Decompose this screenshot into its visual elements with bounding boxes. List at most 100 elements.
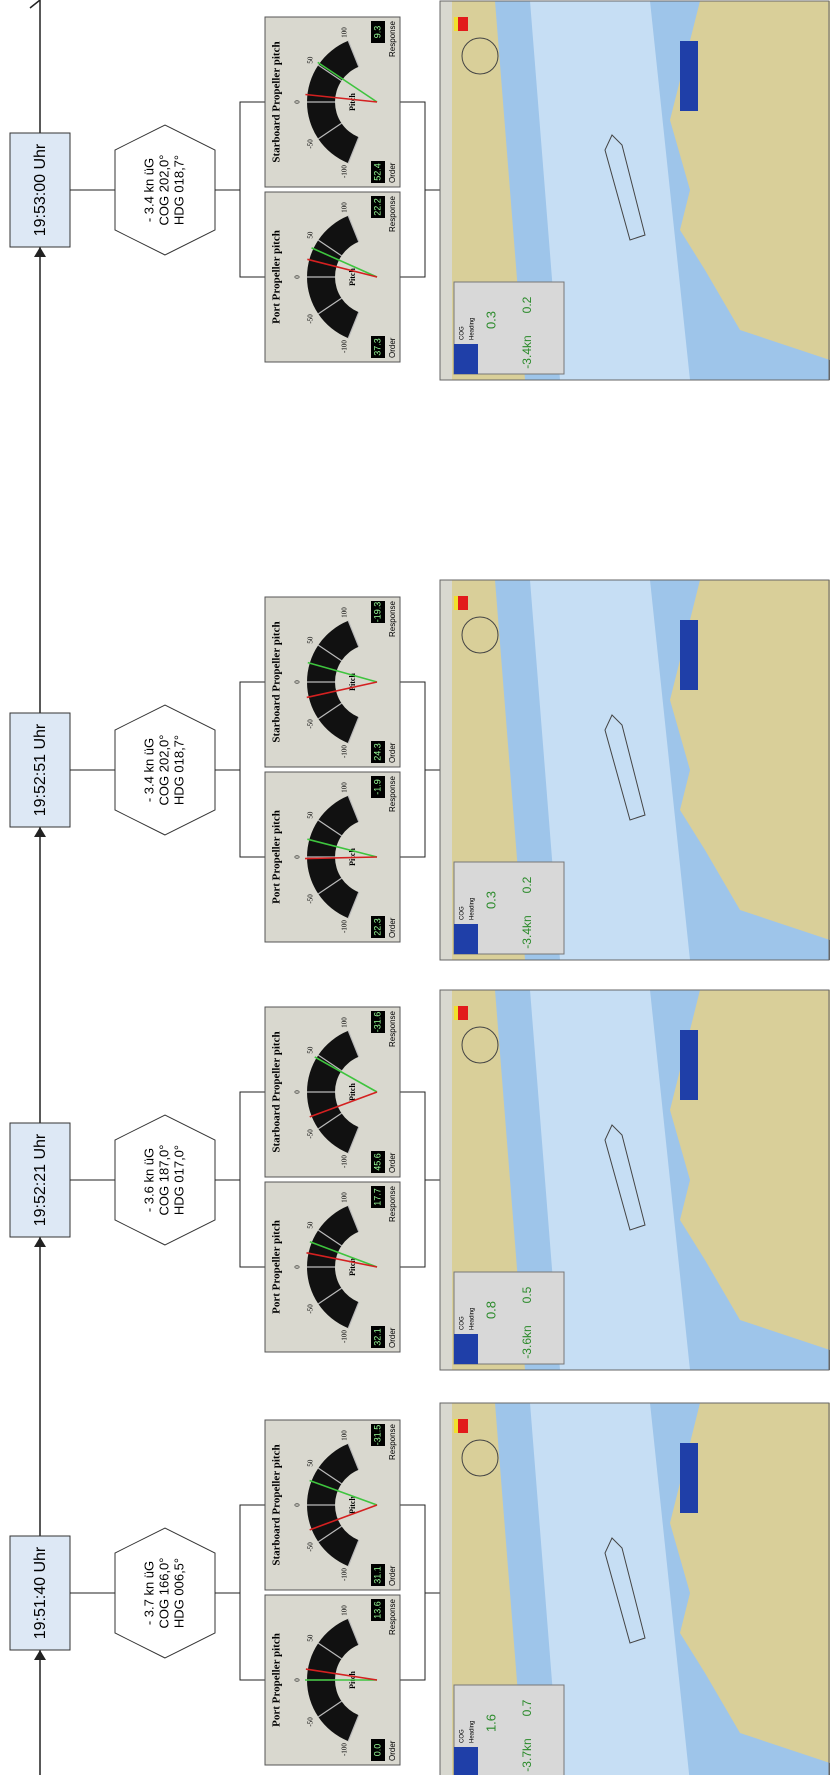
timeline-diagram: 19:51:40 Uhr- 3.7 kn üGCOG 166,0°HDG 006…	[10, 0, 830, 1775]
gauge-scale-label: 0	[294, 1265, 302, 1269]
gauge-scale-label: 100	[341, 1430, 349, 1441]
panel-label: COG	[460, 1729, 466, 1743]
rate-value: 0.3	[483, 311, 498, 329]
map: COGHeading0.3-3.4kn0.2	[440, 580, 830, 960]
top-bar	[440, 1403, 452, 1775]
gauge-center-label: Pitch	[348, 1496, 357, 1514]
info-box	[680, 41, 698, 111]
response-value: 9.3	[372, 26, 382, 39]
gauge-scale-label: -100	[341, 165, 349, 178]
gauge-title: Starboard Propeller pitch	[271, 1031, 283, 1152]
gauge-title: Starboard Propeller pitch	[271, 41, 283, 162]
response-value: 13.6	[372, 1601, 382, 1619]
gauge-scale-label: 50	[306, 1221, 314, 1229]
timeline-arrow	[34, 827, 46, 837]
gauge-scale-label: 50	[306, 1046, 314, 1054]
chart-screenshot: COGHeading0.8-3.6kn0.5	[440, 990, 830, 1370]
response-value: -31.6	[372, 1012, 382, 1033]
gauge-scale-label: -50	[306, 139, 314, 149]
gauge-scale-label: 50	[306, 1459, 314, 1467]
state-line: HDG 017,0°	[171, 1145, 186, 1215]
gauge-scale-label: 100	[341, 1017, 349, 1028]
order-value: 52.4	[372, 163, 382, 181]
gauge-scale-label: -100	[341, 1330, 349, 1343]
panel-label: Heading	[470, 1721, 476, 1743]
gauge-scale-label: 0	[294, 855, 302, 859]
response-value: -19.3	[372, 602, 382, 623]
bracket-top	[240, 682, 265, 857]
drift-value: 0.7	[520, 1699, 534, 1716]
gauge-title: Port Propeller pitch	[271, 810, 283, 904]
gauge-scale-label: 50	[306, 1634, 314, 1642]
alarm-2	[454, 1419, 458, 1433]
gauge-scale-label: 50	[306, 56, 314, 64]
speed-value: -3.7kn	[520, 1738, 534, 1771]
rate-value: 0.8	[483, 1301, 498, 1319]
bracket-bottom	[400, 102, 440, 277]
time-label: 19:51:40 Uhr	[32, 1546, 49, 1639]
gauge-scale-label: -50	[306, 314, 314, 324]
state-line: - 3.6 kn üG	[141, 1148, 156, 1212]
response-label: Response	[388, 1598, 397, 1635]
bracket-top	[240, 102, 265, 277]
state-line: HDG 018,7°	[171, 735, 186, 805]
panel-label: Heading	[470, 898, 476, 920]
top-bar	[440, 580, 452, 960]
state-line: COG 202,0°	[156, 735, 171, 806]
gauge-scale-label: 100	[341, 782, 349, 793]
diagram: 19:51:40 Uhr- 3.7 kn üGCOG 166,0°HDG 006…	[0, 0, 830, 1775]
order-label: Order	[388, 1565, 397, 1586]
panel-label: COG	[460, 1316, 466, 1330]
order-value: 45.6	[372, 1153, 382, 1171]
gauge-scale-label: -100	[341, 920, 349, 933]
time-label: 19:52:51 Uhr	[32, 723, 49, 816]
state-line: HDG 018,7°	[171, 155, 186, 225]
timeline-arrow	[34, 1237, 46, 1247]
gauge-scale-label: 0	[294, 275, 302, 279]
gauge-scale-label: -100	[341, 1568, 349, 1581]
response-label: Response	[388, 600, 397, 637]
propeller-gauge: Starboard Propeller pitch-100-50050100Pi…	[265, 597, 400, 767]
map: COGHeading0.8-3.6kn0.5	[440, 990, 830, 1370]
gauge-scale-label: -50	[306, 719, 314, 729]
top-bar	[440, 990, 452, 1370]
order-value: 32.1	[372, 1328, 382, 1346]
panel-header	[454, 344, 478, 374]
state-line: HDG 006,5°	[171, 1558, 186, 1628]
response-value: 17.7	[372, 1188, 382, 1206]
gauge-scale-label: 0	[294, 680, 302, 684]
alarm-2	[454, 596, 458, 610]
gauge-title: Port Propeller pitch	[271, 1220, 283, 1314]
response-value: -1.9	[372, 779, 382, 795]
state-line: - 3.4 kn üG	[141, 158, 156, 222]
gauge-scale-label: -100	[341, 745, 349, 758]
gauge-center-label: Pitch	[348, 1258, 357, 1276]
gauge-scale-label: -100	[341, 340, 349, 353]
propeller-gauge: Port Propeller pitch-100-50050100Pitch22…	[265, 772, 400, 942]
propeller-gauge: Starboard Propeller pitch-100-50050100Pi…	[265, 1007, 400, 1177]
drift-value: 0.2	[520, 876, 534, 893]
gauge-scale-label: 0	[294, 100, 302, 104]
alarm-2	[454, 17, 458, 31]
response-label: Response	[388, 1185, 397, 1222]
response-label: Response	[388, 20, 397, 57]
gauge-scale-label: 50	[306, 811, 314, 819]
alarm-2	[454, 1006, 458, 1020]
panel-label: Heading	[470, 1308, 476, 1330]
gauge-scale-label: 100	[341, 27, 349, 38]
rate-value: 0.3	[483, 891, 498, 909]
gauge-scale-label: 100	[341, 607, 349, 618]
bracket-bottom	[400, 1505, 440, 1680]
order-value: 22.3	[372, 918, 382, 936]
panel-label: Heading	[470, 318, 476, 340]
order-value: 0.0	[372, 1744, 382, 1757]
order-label: Order	[388, 1740, 397, 1761]
state-line: - 3.7 kn üG	[141, 1561, 156, 1625]
bracket-bottom	[400, 1092, 440, 1267]
top-bar	[440, 1, 452, 380]
gauge-scale-label: 100	[341, 1605, 349, 1616]
panel-label: COG	[460, 326, 466, 340]
info-box	[680, 1443, 698, 1513]
